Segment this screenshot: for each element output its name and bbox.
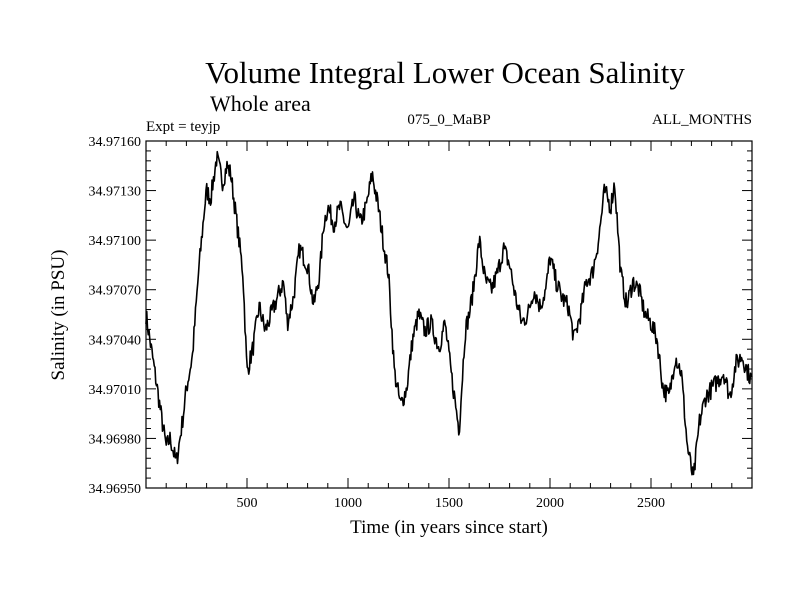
y-tick-label: 34.97100 xyxy=(89,234,142,249)
y-axis-tick-labels: 34.96950 34.96980 34.97010 34.97040 34.97070… xyxy=(89,135,142,497)
x-axis-ticks xyxy=(165,141,733,488)
x-tick-label: 1000 xyxy=(334,496,362,511)
chart-title: Volume Integral Lower Ocean Salinity xyxy=(205,55,685,90)
plot-frame xyxy=(145,140,753,489)
x-tick-label: 2000 xyxy=(536,496,564,511)
y-tick-label: 34.97070 xyxy=(89,284,142,299)
months-label: ALL_MONTHS xyxy=(652,112,752,128)
x-tick-label: 500 xyxy=(237,496,258,511)
x-tick-label: 2500 xyxy=(637,496,665,511)
x-axis-tick-labels: 500 1000 1500 2000 2500 xyxy=(237,496,666,511)
y-tick-label: 34.97130 xyxy=(89,185,142,200)
experiment-label: Expt = teyjp xyxy=(146,119,220,135)
y-axis-label: Salinity (in PSU) xyxy=(48,250,69,381)
x-axis-label: Time (in years since start) xyxy=(350,517,548,538)
run-label: 075_0_MaBP xyxy=(407,112,490,128)
y-tick-label: 34.96950 xyxy=(89,482,142,497)
y-tick-label: 34.96980 xyxy=(89,432,142,447)
y-tick-label: 34.97160 xyxy=(89,135,142,150)
y-tick-label: 34.97010 xyxy=(89,383,142,398)
y-axis-ticks xyxy=(146,140,752,489)
salinity-series-line xyxy=(145,150,753,476)
y-tick-label: 34.97040 xyxy=(89,333,142,348)
chart-subtitle: Whole area xyxy=(210,91,311,116)
x-tick-label: 1500 xyxy=(435,496,463,511)
